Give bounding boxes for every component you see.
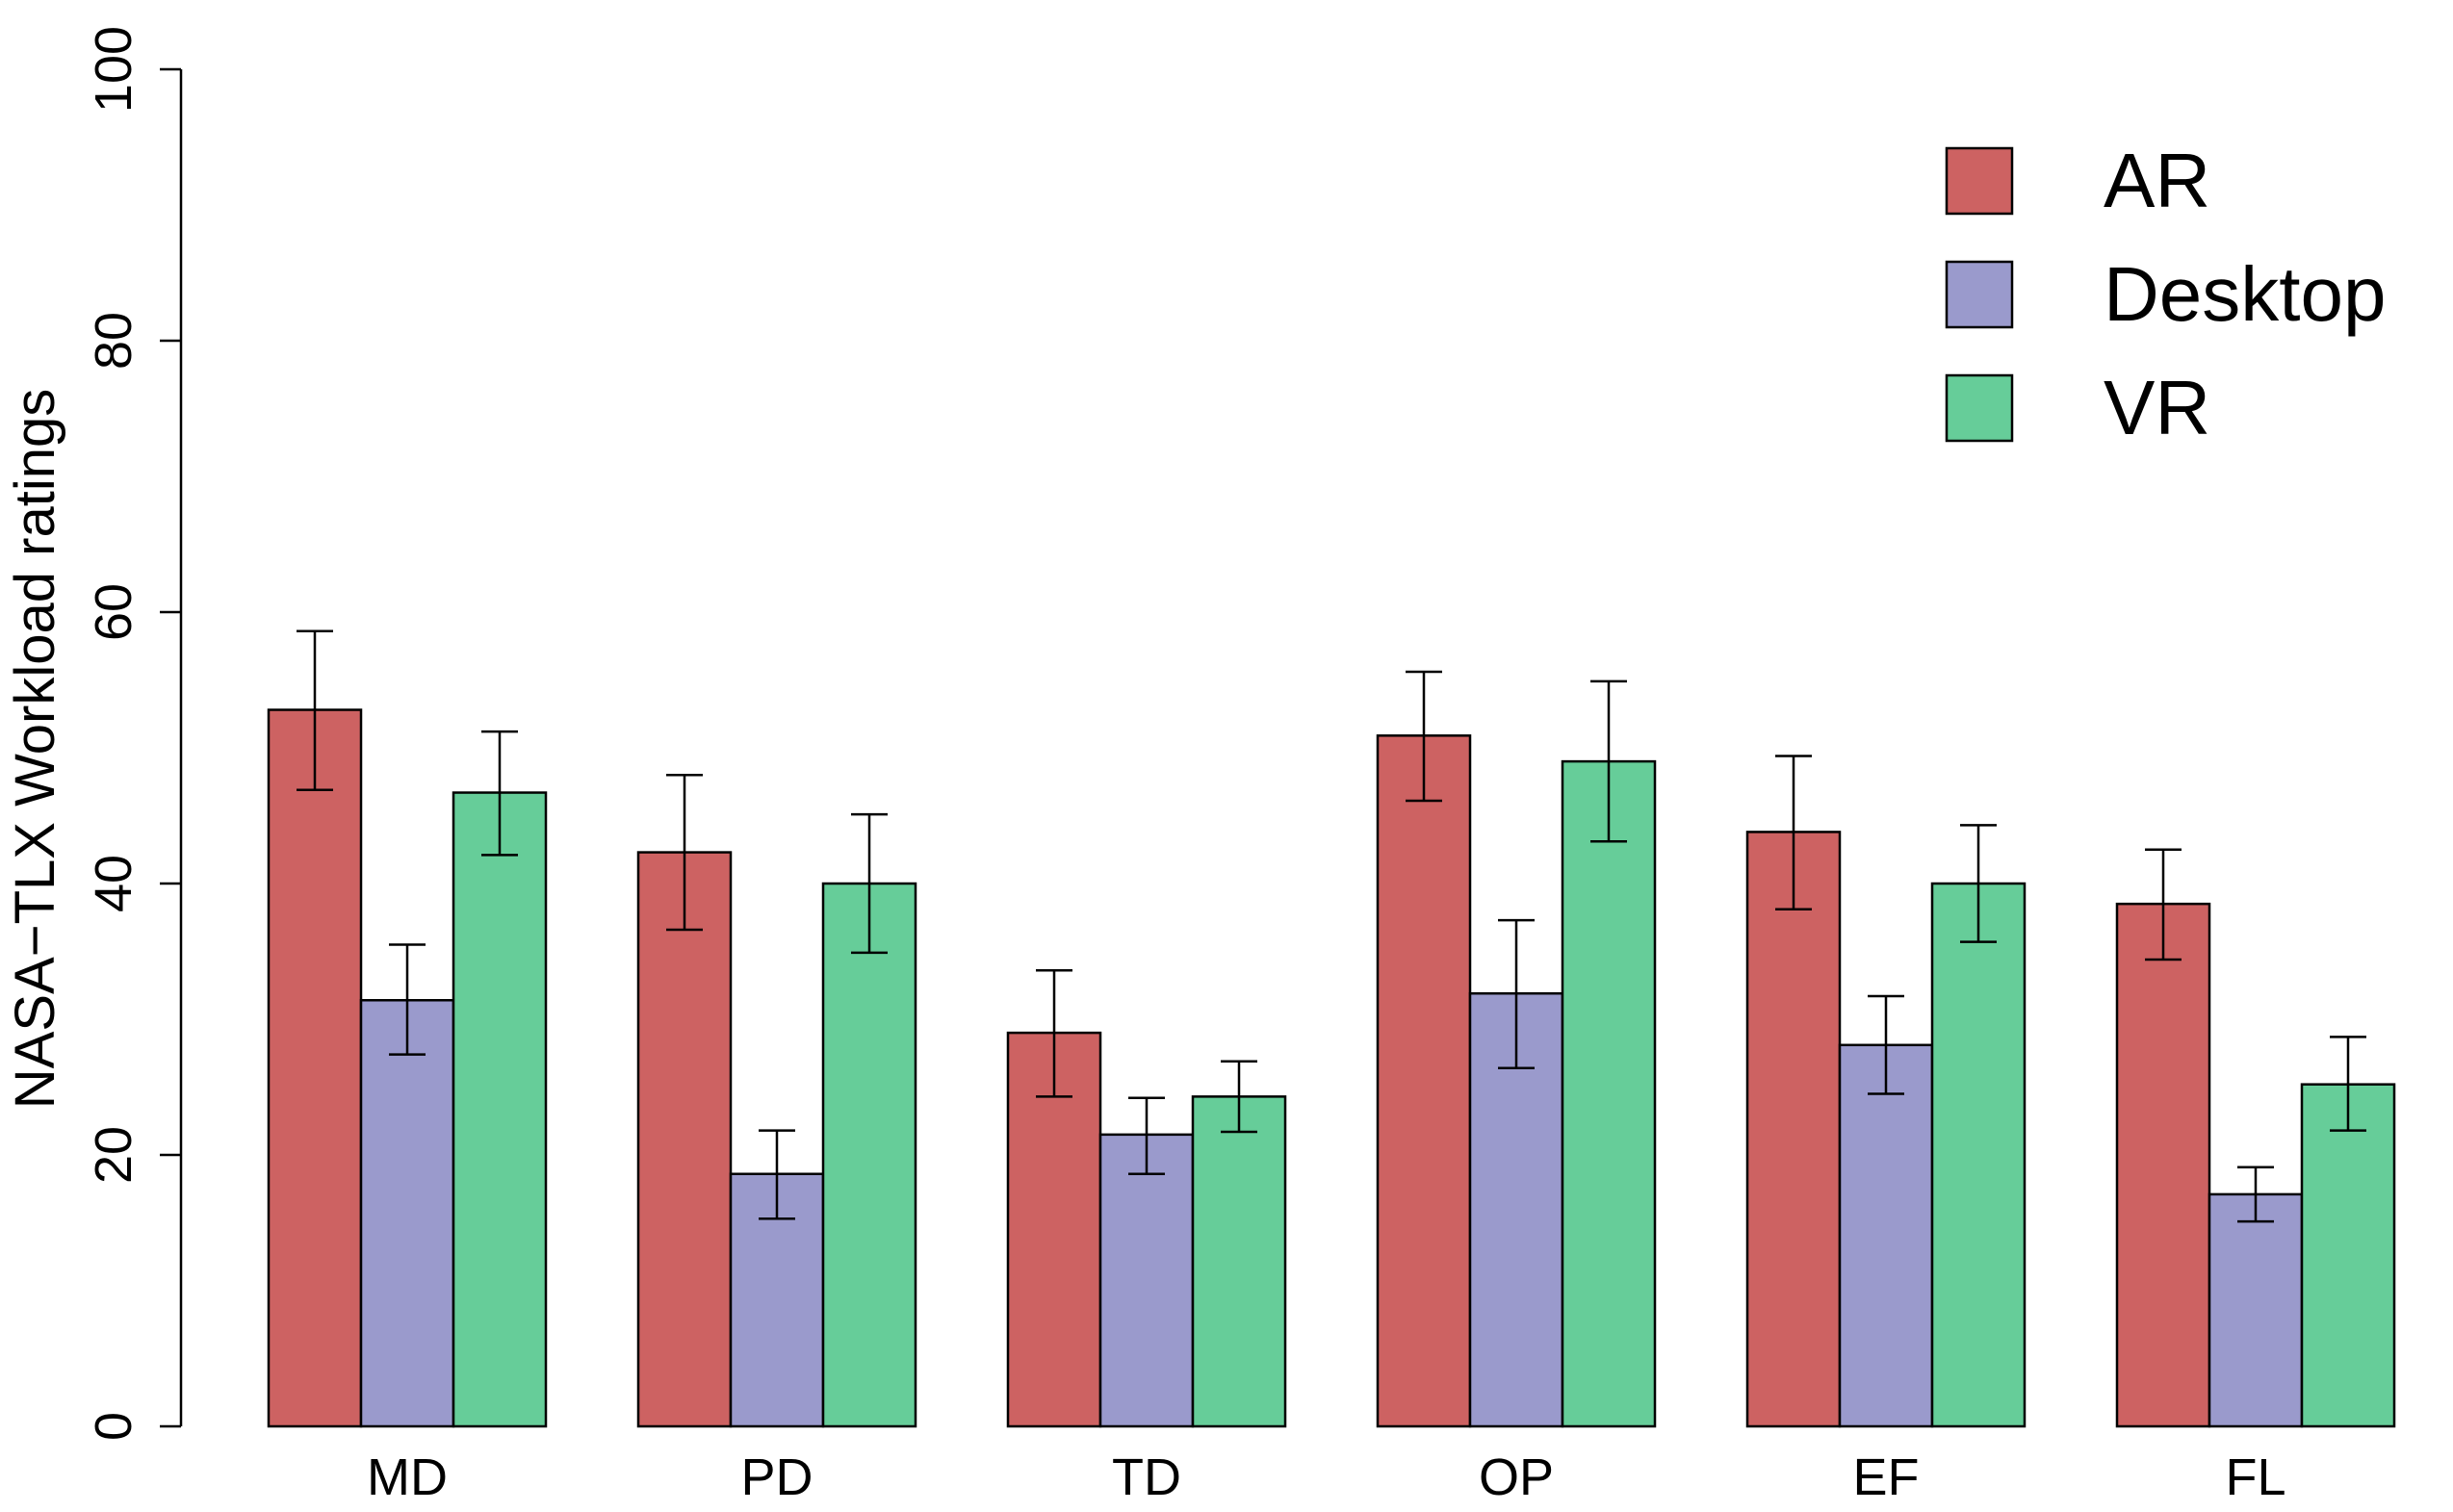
y-tick-label-40: 40 — [85, 855, 142, 912]
y-tick-label-80: 80 — [85, 312, 142, 370]
bar-ef-vr — [1930, 882, 2027, 1428]
bar-md-ar — [267, 708, 363, 1428]
error-bar-pd-desktop — [759, 1129, 795, 1220]
error-bar-md-desktop — [389, 943, 426, 1056]
y-tick-label-60: 60 — [85, 583, 142, 641]
y-tick-label-20: 20 — [85, 1126, 142, 1184]
error-bar-md-vr — [481, 730, 518, 857]
bar-fl-desktop — [2208, 1192, 2304, 1428]
legend-swatch-vr — [1945, 373, 2014, 443]
error-bar-fl-desktop — [2237, 1166, 2274, 1223]
bar-pd-vr — [821, 882, 917, 1428]
error-bar-op-vr — [1590, 679, 1627, 843]
bar-ef-ar — [1745, 831, 1842, 1428]
bar-td-ar — [1006, 1031, 1102, 1428]
bar-fl-vr — [2300, 1083, 2396, 1428]
error-bar-td-desktop — [1128, 1096, 1165, 1175]
legend-label-desktop: Desktop — [2104, 251, 2386, 337]
bar-fl-ar — [2115, 902, 2211, 1428]
x-axis: MD PD TD OP EF FL — [367, 1448, 2286, 1506]
error-bar-md-ar — [297, 629, 333, 791]
bar-op-ar — [1376, 734, 1472, 1428]
legend-label-ar: AR — [2104, 138, 2210, 223]
error-bar-op-ar — [1406, 670, 1442, 803]
error-bar-ef-ar — [1775, 755, 1812, 911]
legend: AR Desktop VR — [1945, 138, 2386, 450]
legend-item-vr: VR — [1945, 365, 2210, 450]
legend-item-ar: AR — [1945, 138, 2210, 223]
y-axis-title: NASA−TLX Workload ratings — [4, 389, 66, 1109]
x-tick-label-pd: PD — [740, 1448, 813, 1506]
bar-md-desktop — [359, 999, 455, 1428]
error-bar-pd-ar — [666, 773, 703, 932]
error-bar-ef-desktop — [1868, 994, 1904, 1095]
x-tick-label-ef: EF — [1852, 1448, 1919, 1506]
legend-label-vr: VR — [2104, 365, 2210, 450]
y-tick-label-0: 0 — [85, 1412, 142, 1441]
legend-item-desktop: Desktop — [1945, 251, 2386, 337]
error-bar-pd-vr — [851, 812, 888, 955]
bar-td-desktop — [1098, 1133, 1195, 1428]
error-bar-op-desktop — [1498, 918, 1535, 1070]
bar-td-vr — [1191, 1095, 1287, 1428]
bar-md-vr — [452, 791, 548, 1428]
error-bar-td-ar — [1036, 968, 1072, 1098]
x-tick-label-op: OP — [1479, 1448, 1554, 1506]
bar-pd-ar — [636, 851, 733, 1428]
bars-layer — [267, 708, 2396, 1428]
error-bar-ef-vr — [1960, 824, 1997, 943]
bar-op-vr — [1561, 759, 1657, 1428]
y-tick-label-100: 100 — [85, 26, 142, 113]
error-bar-fl-vr — [2330, 1036, 2366, 1132]
legend-swatch-ar — [1945, 146, 2014, 216]
error-bars-layer — [297, 629, 2366, 1223]
error-bar-td-vr — [1221, 1060, 1257, 1134]
y-axis: 0 20 40 60 80 100 — [85, 26, 183, 1441]
x-tick-label-fl: FL — [2225, 1448, 2285, 1506]
bar-ef-desktop — [1838, 1043, 1934, 1428]
x-tick-label-td: TD — [1112, 1448, 1181, 1506]
x-tick-label-md: MD — [367, 1448, 448, 1506]
error-bar-fl-ar — [2145, 848, 2182, 961]
legend-swatch-desktop — [1945, 260, 2014, 329]
